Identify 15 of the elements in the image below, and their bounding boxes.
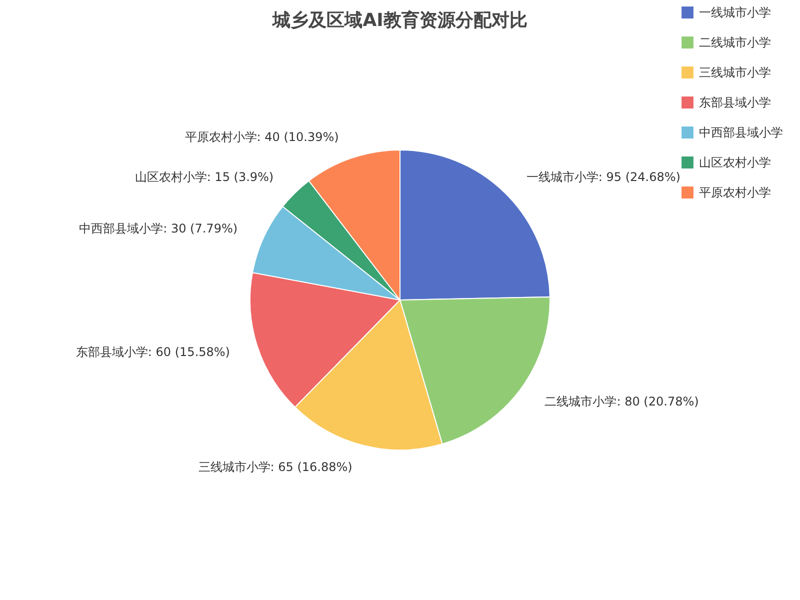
chart-title: 城乡及区域AI教育资源分配对比 — [272, 9, 528, 31]
legend-label: 二线城市小学 — [699, 36, 771, 50]
legend-label: 三线城市小学 — [699, 66, 771, 80]
legend-label: 一线城市小学 — [699, 6, 771, 20]
data-label: 中西部县域小学: 30 (7.79%) — [79, 222, 238, 236]
legend-label: 平原农村小学 — [699, 186, 771, 200]
legend-label: 东部县域小学 — [699, 96, 771, 110]
legend-label: 中西部县域小学 — [699, 126, 783, 140]
data-label: 三线城市小学: 65 (16.88%) — [198, 460, 352, 474]
data-label: 一线城市小学: 95 (24.68%) — [526, 170, 680, 184]
data-label: 山区农村小学: 15 (3.9%) — [134, 170, 274, 184]
data-label: 二线城市小学: 80 (20.78%) — [544, 394, 699, 409]
legend-label: 山区农村小学 — [699, 156, 771, 170]
data-label: 平原农村小学: 40 (10.39%) — [184, 130, 339, 144]
data-label: 东部县域小学: 60 (15.58%) — [76, 344, 230, 359]
